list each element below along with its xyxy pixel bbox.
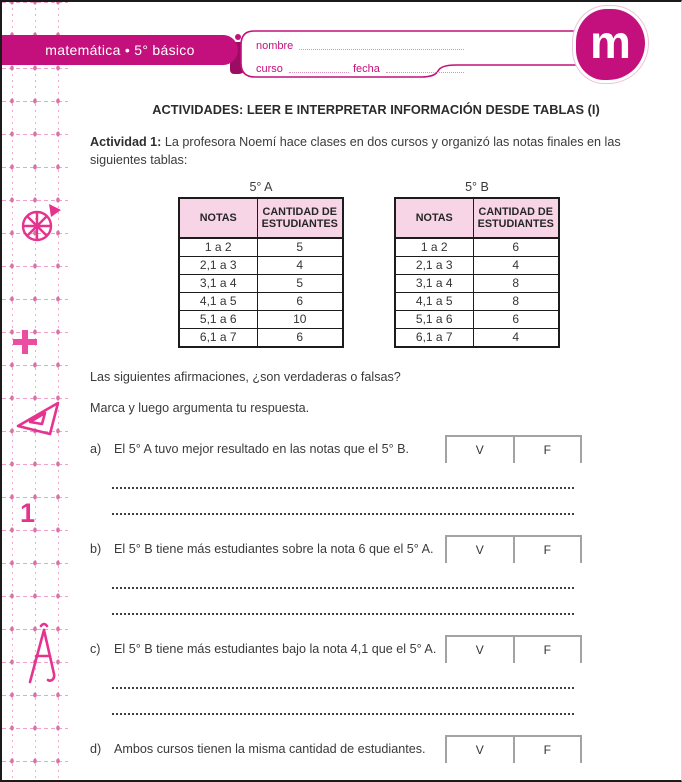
- grades-table-5b: NOTAS CANTIDAD DE ESTUDIANTES 1 a 2 6 2,1 a…: [394, 196, 560, 348]
- table-row: 5,1 a 6 10: [178, 309, 344, 329]
- question-letter: c): [90, 641, 101, 656]
- question-letter: a): [90, 441, 102, 456]
- subject-banner: matemática • 5° básico: [2, 35, 238, 65]
- true-false-box: V F: [445, 434, 582, 463]
- true-false-box: V F: [445, 634, 582, 663]
- question-text: El 5° B tiene más estudiantes bajo la no…: [114, 641, 437, 656]
- vf-true-cell[interactable]: V: [445, 736, 515, 763]
- margin-grid-squares: [2, 2, 68, 780]
- date-input-line[interactable]: [385, 60, 464, 73]
- name-label: nombre: [256, 40, 294, 52]
- vf-true-cell[interactable]: V: [445, 536, 515, 563]
- questions: a) El 5° A tuvo mejor resultado en las n…: [90, 434, 582, 781]
- brand-logo: m: [576, 9, 645, 80]
- answer-line[interactable]: [112, 712, 574, 715]
- question-row: d) Ambos cursos tienen la misma cantidad…: [90, 734, 582, 763]
- answer-line[interactable]: [112, 686, 574, 689]
- answer-line[interactable]: [112, 486, 574, 489]
- true-false-box: V F: [445, 734, 582, 763]
- question-text: Ambos cursos tienen la misma cantidad de…: [114, 741, 426, 756]
- activity-text: La profesora Noemí hace clases en dos cu…: [90, 135, 621, 168]
- header-row: NOTAS CANTIDAD DE ESTUDIANTES: [394, 197, 560, 239]
- course-label: curso: [256, 63, 283, 75]
- vf-false-cell[interactable]: F: [515, 436, 582, 463]
- question-text: El 5° A tuvo mejor resultado en las nota…: [114, 441, 410, 456]
- name-input-line[interactable]: [299, 37, 464, 50]
- course-date-row: curso fecha: [256, 56, 468, 75]
- vf-false-cell[interactable]: F: [515, 536, 582, 563]
- main-content: ACTIVIDADES: LEER E INTERPRETAR INFORMAC…: [90, 102, 621, 781]
- question-block: d) Ambos cursos tienen la misma cantidad…: [90, 734, 582, 781]
- date-label: fecha: [352, 63, 380, 75]
- table-caption: 5° B: [465, 179, 489, 194]
- question-text: El 5° B tiene más estudiantes sobre la n…: [114, 541, 434, 556]
- question-row: a) El 5° A tuvo mejor resultado en las n…: [90, 434, 582, 463]
- answer-line[interactable]: [112, 612, 574, 615]
- chapter-number: 1: [20, 498, 36, 528]
- vf-false-cell[interactable]: F: [515, 736, 582, 763]
- triangle-ruler-icon: [16, 401, 60, 436]
- header-fields: nombre curso fecha: [256, 33, 468, 75]
- answer-line[interactable]: [112, 586, 574, 589]
- header-box-dot: [235, 34, 241, 40]
- grades-table-5a: NOTAS CANTIDAD DE ESTUDIANTES 1 a 2 5 2,1 a…: [178, 196, 344, 348]
- vf-true-cell[interactable]: V: [445, 636, 515, 663]
- activity-statement: Actividad 1: La profesora Noemí hace cla…: [90, 133, 622, 170]
- vf-true-cell[interactable]: V: [445, 436, 515, 463]
- question-intro: Las siguientes afirmaciones, ¿son verdad…: [90, 369, 401, 384]
- question-row: b) El 5° B tiene más estudiantes sobre l…: [90, 534, 582, 563]
- column-header: CANTIDAD DE ESTUDIANTES: [256, 197, 344, 239]
- instruction-text: Marca y luego argumenta tu respuesta.: [90, 400, 310, 415]
- question-row: c) El 5° B tiene más estudiantes bajo la…: [90, 634, 582, 663]
- question-letter: b): [90, 541, 102, 556]
- column-header: NOTAS: [178, 197, 258, 239]
- column-header: CANTIDAD DE ESTUDIANTES: [472, 197, 560, 239]
- question-letter: d): [90, 741, 102, 756]
- page-title: ACTIVIDADES: LEER E INTERPRETAR INFORMAC…: [152, 102, 600, 117]
- vf-false-cell[interactable]: F: [515, 636, 582, 663]
- answer-lines: [90, 486, 582, 515]
- question-block: b) El 5° B tiene más estudiantes sobre l…: [90, 534, 582, 615]
- name-row: nombre: [256, 33, 468, 52]
- brand-logo-letter: m: [590, 15, 631, 68]
- answer-lines: [90, 586, 582, 615]
- question-block: c) El 5° B tiene más estudiantes bajo la…: [90, 634, 582, 715]
- answer-lines: [90, 686, 582, 715]
- question-block: a) El 5° A tuvo mejor resultado en las n…: [90, 434, 582, 515]
- header-row: NOTAS CANTIDAD DE ESTUDIANTES: [178, 197, 344, 239]
- activity-label: Actividad 1:: [90, 135, 162, 149]
- margin-grid: 1: [2, 2, 68, 780]
- plus-icon: [13, 330, 37, 354]
- table-caption: 5° A: [249, 179, 273, 194]
- answer-line[interactable]: [112, 512, 574, 515]
- compass-icon: [28, 622, 56, 684]
- course-input-line[interactable]: [288, 60, 349, 73]
- column-header: NOTAS: [394, 197, 474, 239]
- pie-wheel-icon: [21, 204, 61, 242]
- true-false-box: V F: [445, 534, 582, 563]
